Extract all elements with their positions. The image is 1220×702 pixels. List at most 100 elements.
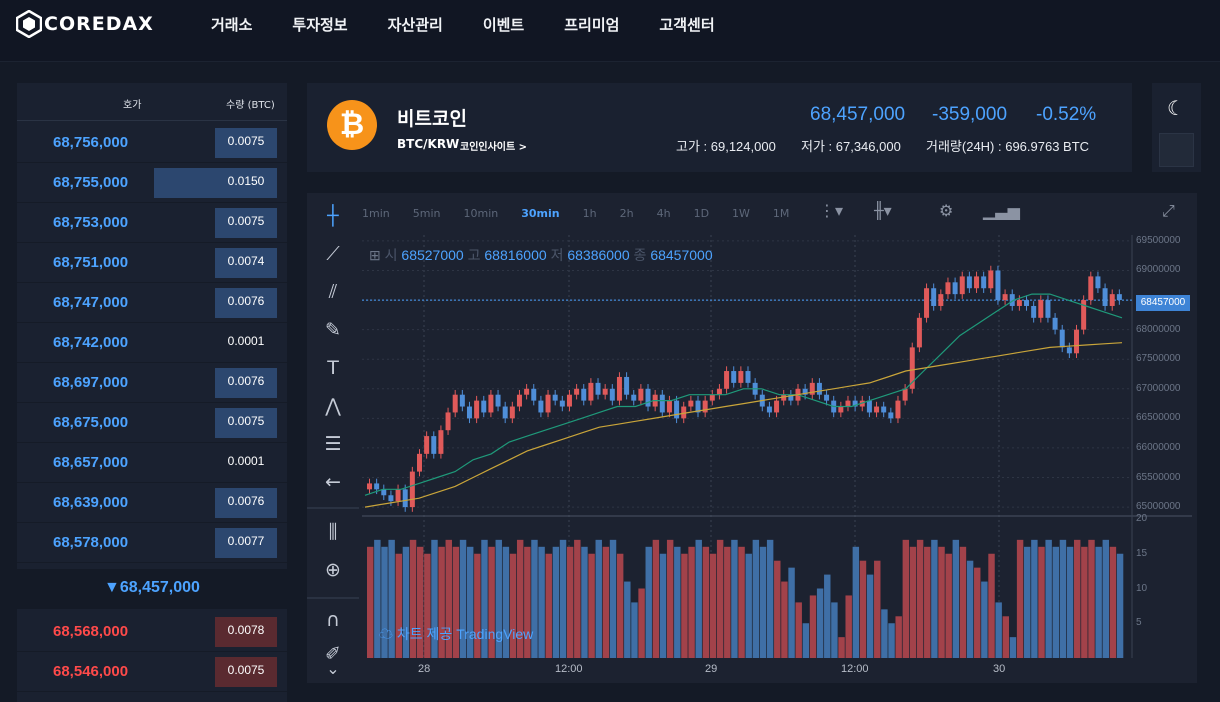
candle-body xyxy=(1088,276,1094,301)
legend-close-label: 종 xyxy=(633,247,647,263)
trend-line-icon[interactable]: ⟋ xyxy=(326,243,340,265)
candle-body xyxy=(924,288,930,318)
timeframe-1d[interactable]: 1D xyxy=(693,206,710,220)
more-timeframes-icon[interactable]: ⋮▾ xyxy=(819,201,844,220)
orderbook-qty: 0.0001 xyxy=(227,454,265,468)
price-axis-tick: 66500000 xyxy=(1136,412,1181,424)
orderbook-qty: 0.0077 xyxy=(227,534,265,548)
volume-bar xyxy=(852,546,860,658)
pattern-icon[interactable]: ⋀ xyxy=(325,395,341,417)
timeframe-2h[interactable]: 2h xyxy=(619,206,634,220)
price-axis-tick: 67000000 xyxy=(1136,382,1181,394)
zoom-in-icon[interactable]: ⊕ xyxy=(325,559,341,581)
candle-body xyxy=(1052,317,1058,330)
candle-body xyxy=(1095,276,1101,289)
candle-body xyxy=(574,388,580,395)
timeframe-1m[interactable]: 1M xyxy=(772,206,790,220)
chart-canvas[interactable] xyxy=(307,193,1197,683)
pitchfork-icon[interactable]: ⫽ xyxy=(328,281,338,303)
indicators-icon[interactable]: ▁▃▅ xyxy=(983,201,1020,220)
candle-body xyxy=(438,430,444,454)
orderbook-bid-row[interactable]: 68,568,000 0.0078 xyxy=(17,612,287,652)
fullscreen-icon[interactable]: ⤢ xyxy=(1162,201,1175,220)
candle-body xyxy=(1081,300,1087,330)
text-icon[interactable]: T xyxy=(327,357,339,379)
timeframe-1w[interactable]: 1W xyxy=(732,206,750,220)
side-panel-slot[interactable] xyxy=(1159,133,1194,167)
candle-body xyxy=(388,495,394,502)
timeframe-1min[interactable]: 1min xyxy=(362,206,390,220)
orderbook-price: 68,742,000 xyxy=(53,334,129,351)
time-axis-tick: 28 xyxy=(418,663,431,675)
orderbook-price-header: 호가 xyxy=(123,100,142,111)
volume-bar xyxy=(881,609,888,658)
orderbook-ask-row[interactable]: 68,675,000 0.0075 xyxy=(17,403,287,443)
moon-icon[interactable]: ☾ xyxy=(1167,96,1185,120)
volume-bar xyxy=(874,560,881,658)
candle-body xyxy=(981,276,987,289)
timeframe-4h[interactable]: 4h xyxy=(656,206,671,220)
legend-low-value: 68386000 xyxy=(567,247,630,263)
nav-investment-info[interactable]: 투자정보 xyxy=(292,16,348,34)
timeframe-5min[interactable]: 5min xyxy=(412,206,441,220)
candle-body xyxy=(809,382,815,395)
orderbook-ask-row[interactable]: 68,657,000 0.0001 xyxy=(17,443,287,483)
orderbook-ask-row[interactable]: 68,756,000 0.0075 xyxy=(17,123,287,163)
orderbook-depth-bar xyxy=(215,408,277,438)
candle-body xyxy=(831,400,837,413)
orderbook-ask-row[interactable]: 68,742,000 0.0001 xyxy=(17,323,287,363)
candle-body xyxy=(524,388,530,395)
volume-bar xyxy=(766,539,774,658)
orderbook-ask-row[interactable]: 68,755,000 0.0150 xyxy=(17,163,287,203)
time-axis-tick: 29 xyxy=(705,663,718,675)
orderbook-price: 68,578,000 xyxy=(53,534,129,551)
price-axis-tick: 66000000 xyxy=(1136,441,1181,453)
volume-bar xyxy=(674,546,681,658)
orderbook-ask-row[interactable]: 68,578,000 0.0077 xyxy=(17,523,287,563)
ruler-icon[interactable]: ⫼ xyxy=(328,521,338,543)
candle-type-icon[interactable]: ╫▾ xyxy=(874,201,892,220)
volume-bar xyxy=(1038,546,1045,658)
orderbook-ask-row[interactable]: 68,697,000 0.0076 xyxy=(17,363,287,403)
volume-bar xyxy=(688,546,695,658)
candle-body xyxy=(724,371,730,389)
orderbook-ask-row[interactable]: 68,751,000 0.0074 xyxy=(17,243,287,283)
volume-bar xyxy=(866,574,874,658)
orderbook-depth-bar xyxy=(215,528,277,558)
brush-icon[interactable]: ✎ xyxy=(325,319,341,341)
candle-body xyxy=(802,388,808,395)
logo[interactable]: COREDAX xyxy=(16,10,154,38)
magnet-icon[interactable]: ∩ xyxy=(326,609,340,631)
volume-bar xyxy=(838,637,845,658)
crosshair-icon[interactable]: ┼ xyxy=(327,205,339,227)
orderbook-ask-row[interactable]: 68,753,000 0.0075 xyxy=(17,203,287,243)
orderbook-bid-row[interactable]: 68,546,000 0.0075 xyxy=(17,652,287,692)
nav-events[interactable]: 이벤트 xyxy=(482,16,525,34)
candle-body xyxy=(1059,329,1065,348)
orderbook-qty: 0.0074 xyxy=(227,254,265,268)
timeframe-10min[interactable]: 10min xyxy=(463,206,499,220)
nav-premium[interactable]: 프리미엄 xyxy=(564,16,620,34)
arrow-left-icon[interactable]: ← xyxy=(325,471,341,493)
tradingview-attribution[interactable]: ☁ 차트 제공 TradingView xyxy=(379,624,533,644)
candle-body xyxy=(481,400,487,413)
candle-body xyxy=(1116,294,1122,301)
orderbook-ask-row[interactable]: 68,747,000 0.0076 xyxy=(17,283,287,323)
volume-bar xyxy=(652,539,660,658)
candle-body xyxy=(966,276,972,289)
gear-icon[interactable]: ⚙ xyxy=(939,201,954,220)
orderbook-ask-row[interactable]: 68,639,000 0.0076 xyxy=(17,483,287,523)
nav-customer-center[interactable]: 고객센터 xyxy=(659,16,715,34)
chevron-down-icon[interactable]: ⌄ xyxy=(326,659,340,678)
coin-insight-link[interactable]: 코인인사이트 > xyxy=(460,142,528,153)
nav-asset-management[interactable]: 자산관리 xyxy=(387,16,443,34)
timeframe-30min[interactable]: 30min xyxy=(521,206,560,220)
nav-exchange[interactable]: 거래소 xyxy=(211,16,253,34)
lock-icon[interactable]: ✐ xyxy=(325,643,341,665)
legend-open-label: 시 xyxy=(384,247,398,263)
timeframe-1h[interactable]: 1h xyxy=(582,206,597,220)
orderbook-qty: 0.0001 xyxy=(227,334,265,348)
legend-expand-icon[interactable]: ⊞ xyxy=(369,247,385,263)
measure-icon[interactable]: ☰ xyxy=(324,433,342,455)
legend-close-value: 68457000 xyxy=(650,247,713,263)
